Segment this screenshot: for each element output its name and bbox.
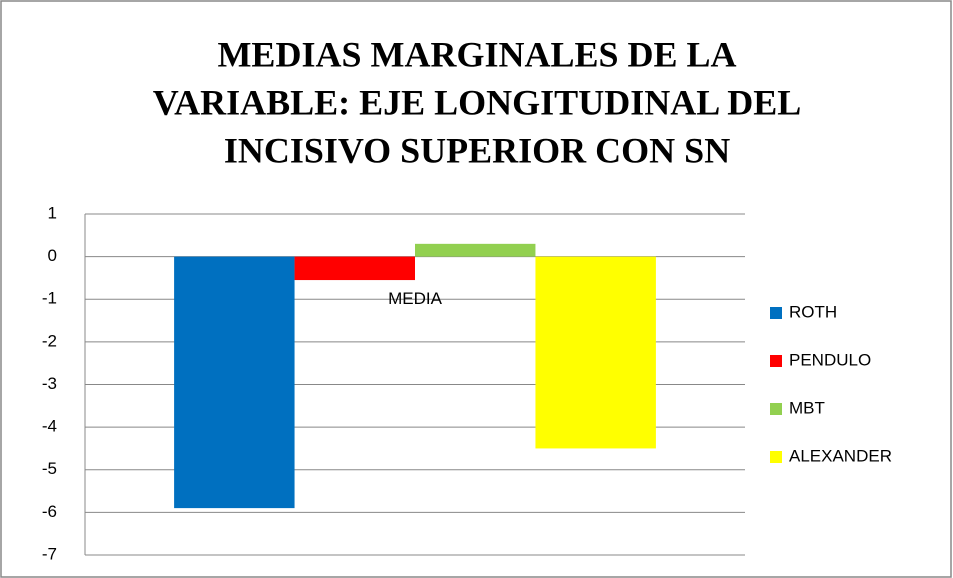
legend-swatch [770,451,782,463]
bar [174,256,295,509]
legend-label: ALEXANDER [789,446,892,465]
bar [294,256,415,281]
y-tick-label: -2 [42,331,57,350]
legend-label: PENDULO [789,350,871,369]
y-tick-label: -3 [42,374,57,393]
legend-swatch [770,307,782,319]
bar [415,243,536,257]
chart-title: VARIABLE: EJE LONGITUDINAL DEL [153,82,802,122]
y-tick-label: 0 [48,246,57,265]
y-tick-label: -5 [42,459,57,478]
y-tick-label: -6 [42,502,57,521]
y-tick-label: -7 [42,544,57,563]
x-tick-label: MEDIA [388,289,443,308]
chart-title: INCISIVO SUPERIOR CON SN [224,130,730,170]
legend-label: MBT [789,398,825,417]
bar [535,256,656,449]
legend-swatch [770,403,782,415]
y-tick-label: -1 [42,289,57,308]
legend-label: ROTH [789,302,837,321]
legend-swatch [770,355,782,367]
y-tick-label: 1 [48,203,57,222]
y-tick-label: -4 [42,417,57,436]
chart-title: MEDIAS MARGINALES DE LA [217,34,736,74]
